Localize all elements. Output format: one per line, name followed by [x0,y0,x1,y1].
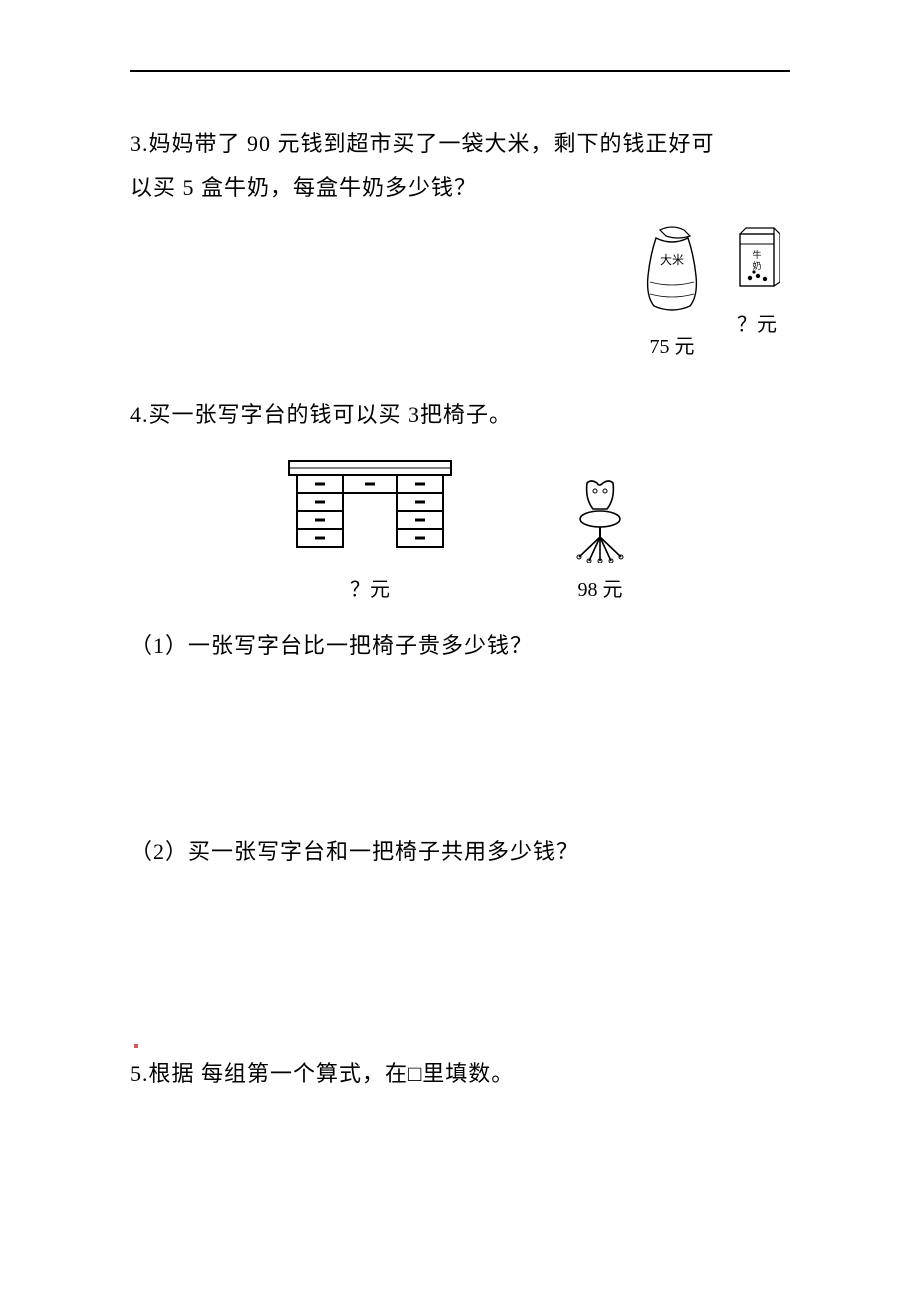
worksheet-page: 3.妈妈带了 90 元钱到超市买了一袋大米，剩下的钱正好可 以买 5 盒牛奶，每… [0,0,920,1302]
milk-item: 牛 奶 ？元 [734,226,780,359]
q3-line2: 以买 5 盒牛奶，每盒牛奶多少钱？ [130,166,790,210]
q4-sub1: （1）一张写字台比一把椅子贵多少钱？ [130,624,790,668]
rice-bag-icon: 大米 [640,226,704,312]
q4-sub2: （2）买一张写字台和一把椅子共用多少钱？ [130,830,790,874]
q4-text: 买一张写字台的钱可以买 3把椅子。 [149,402,513,427]
q3-line1: 妈妈带了 90 元钱到超市买了一袋大米，剩下的钱正好可 [149,131,715,156]
milk-price: ？元 [737,308,777,337]
svg-text:大米: 大米 [660,253,684,267]
q5-text-row: 5.根据 每组第一个算式，在□里填数。 [130,1052,790,1096]
q5-number: 5. [130,1061,149,1086]
desk-icon [285,455,455,555]
milk-box-icon: 牛 奶 [734,226,780,290]
q4-items: ？元 [130,455,790,602]
q4-sub2-workspace [130,874,790,1014]
chair-price: 98 元 [578,573,623,602]
svg-text:牛: 牛 [752,249,761,260]
q4-number: 4. [130,402,149,427]
desk-item: ？元 [285,455,455,602]
page-top-rule [130,70,790,72]
q3-items: 大米 75 元 牛 奶 ？元 [130,226,790,359]
q4-text-row: 4.买一张写字台的钱可以买 3把椅子。 [130,393,790,437]
q4-sub1-workspace [130,668,790,808]
accent-dot-icon [134,1044,138,1048]
rice-price: 75 元 [650,330,695,359]
q3-number: 3. [130,131,149,156]
rice-item: 大米 75 元 [640,226,704,359]
chair-item: 98 元 [565,477,635,602]
q3-text: 3.妈妈带了 90 元钱到超市买了一袋大米，剩下的钱正好可 [130,122,790,166]
svg-text:奶: 奶 [752,260,761,271]
q5-text: 根据 每组第一个算式，在□里填数。 [149,1061,515,1086]
desk-price: ？元 [350,573,390,602]
chair-icon [565,477,635,563]
